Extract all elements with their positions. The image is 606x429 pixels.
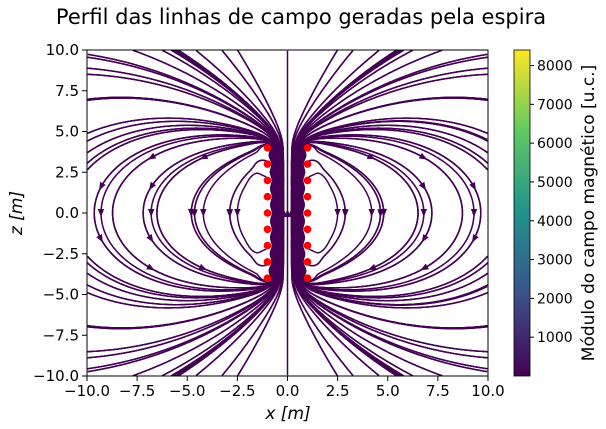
x-tick-label: −7.5 <box>119 382 155 400</box>
loop-point-4 <box>263 209 272 217</box>
stream-arrow-119 <box>292 208 300 217</box>
colorbar-tick-label: 1000 <box>537 330 573 346</box>
colorbar-ticks: 1000 2000 3000 4000 5000 6000 7000 8000 <box>530 59 573 346</box>
loop-point-7 <box>263 258 272 266</box>
stream-arrow-68 <box>342 209 349 218</box>
loop-point-12 <box>303 192 312 201</box>
y-tick-label: 10.0 <box>46 41 79 59</box>
chart-title: Perfil das linhas de campo geradas pela … <box>56 5 546 29</box>
colorbar-tick-label: 3000 <box>537 253 573 269</box>
x-tick-label: 5.0 <box>376 382 400 400</box>
stream-arrow-78 <box>418 152 428 160</box>
loop-point-14 <box>303 225 312 234</box>
y-axis-label: z [m] <box>7 191 27 236</box>
loop-point-10 <box>303 160 312 168</box>
x-tick-label: 7.5 <box>426 382 450 400</box>
stream-arrow-75 <box>188 209 195 218</box>
y-tick-label: −2.5 <box>43 245 79 263</box>
stream-arrow-62 <box>420 208 428 217</box>
loop-point-9 <box>303 144 312 152</box>
loop-point-11 <box>303 176 312 185</box>
stream-arrow-64 <box>99 181 106 191</box>
x-axis-ticks: −10.0 −7.5 −5.0 −2.5 0.0 2.5 5.0 7.5 10.0 <box>64 376 505 400</box>
stream-arrow-58 <box>200 208 207 217</box>
stream-arrow-76 <box>380 209 387 218</box>
loop-point-16 <box>303 258 312 266</box>
stream-arrow-70 <box>418 181 426 191</box>
colorbar-tick-label: 8000 <box>537 59 573 75</box>
stream-arrow-56 <box>97 208 105 217</box>
y-axis-ticks: −10.0 −7.5 −5.0 −2.5 0.0 2.5 5.0 7.5 10.0 <box>33 41 87 385</box>
colorbar-label: Módulo do campo magnético [u.c.] <box>579 65 599 361</box>
loop-point-13 <box>303 209 312 217</box>
stream-arrow-63 <box>470 208 478 217</box>
y-tick-label: −5.0 <box>43 286 79 304</box>
y-tick-label: 5.0 <box>55 123 79 141</box>
y-tick-label: 0.0 <box>55 204 79 222</box>
x-tick-label: 2.5 <box>326 382 350 400</box>
colorbar-tick-label: 7000 <box>537 97 573 113</box>
x-tick-label: 10.0 <box>471 382 504 400</box>
stream-arrow-67 <box>226 209 233 218</box>
stream-arrow-61 <box>368 208 375 217</box>
stream-arrow-60 <box>334 208 341 217</box>
loop-point-0 <box>263 144 272 152</box>
plot-area <box>86 49 489 377</box>
x-tick-label: 0.0 <box>276 382 300 400</box>
y-tick-label: 2.5 <box>55 163 79 181</box>
colorbar-tick-label: 4000 <box>537 214 573 230</box>
stream-arrow-57 <box>147 208 155 217</box>
colorbar <box>513 49 531 377</box>
loop-points <box>263 144 312 283</box>
loop-point-5 <box>263 225 272 234</box>
loop-point-3 <box>263 192 272 201</box>
loop-point-6 <box>263 241 272 250</box>
y-tick-label: −10.0 <box>33 367 79 385</box>
colorbar-tick-label: 6000 <box>537 136 573 152</box>
loop-point-1 <box>263 160 272 168</box>
colorbar-tick-label: 5000 <box>537 175 573 191</box>
colorbar-tick-label: 2000 <box>537 291 573 307</box>
stream-arrow-73 <box>147 152 157 160</box>
loop-point-8 <box>263 274 272 283</box>
x-tick-label: −2.5 <box>219 382 255 400</box>
loop-point-17 <box>303 274 312 283</box>
stream-arrow-65 <box>149 181 157 191</box>
x-axis-label: x [m] <box>264 404 310 424</box>
x-tick-label: −10.0 <box>64 382 110 400</box>
stream-arrow-111 <box>280 208 287 217</box>
loop-point-15 <box>303 241 312 250</box>
stream-arrow-74 <box>199 153 209 160</box>
stream-arrow-77 <box>366 153 376 160</box>
stream-arrow-59 <box>234 208 241 217</box>
y-tick-label: 7.5 <box>55 82 79 100</box>
streamlines <box>86 49 489 377</box>
y-tick-label: −7.5 <box>43 326 79 344</box>
x-tick-label: −5.0 <box>169 382 205 400</box>
stream-arrow-71 <box>469 181 476 191</box>
loop-point-2 <box>263 176 272 185</box>
